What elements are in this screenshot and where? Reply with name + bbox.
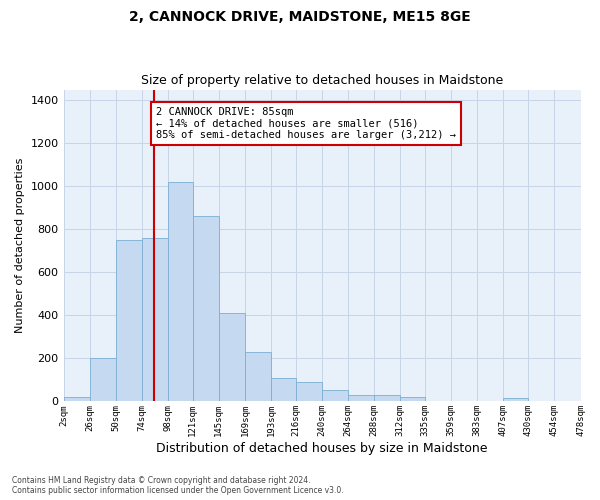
Bar xyxy=(348,395,374,402)
Bar xyxy=(116,240,142,402)
X-axis label: Distribution of detached houses by size in Maidstone: Distribution of detached houses by size … xyxy=(156,442,488,455)
Text: 2 CANNOCK DRIVE: 85sqm
← 14% of detached houses are smaller (516)
85% of semi-de: 2 CANNOCK DRIVE: 85sqm ← 14% of detached… xyxy=(156,107,456,140)
Bar xyxy=(400,397,425,402)
Text: Contains HM Land Registry data © Crown copyright and database right 2024.
Contai: Contains HM Land Registry data © Crown c… xyxy=(12,476,344,495)
Bar xyxy=(219,313,245,402)
Bar xyxy=(296,382,322,402)
Bar xyxy=(503,398,529,402)
Y-axis label: Number of detached properties: Number of detached properties xyxy=(15,158,25,333)
Bar xyxy=(245,352,271,402)
Bar xyxy=(374,395,400,402)
Bar xyxy=(271,378,296,402)
Bar xyxy=(64,397,89,402)
Bar xyxy=(89,358,116,402)
Bar xyxy=(322,390,348,402)
Bar xyxy=(168,182,193,402)
Bar xyxy=(142,238,168,402)
Text: 2, CANNOCK DRIVE, MAIDSTONE, ME15 8GE: 2, CANNOCK DRIVE, MAIDSTONE, ME15 8GE xyxy=(129,10,471,24)
Bar xyxy=(193,216,219,402)
Title: Size of property relative to detached houses in Maidstone: Size of property relative to detached ho… xyxy=(141,74,503,87)
